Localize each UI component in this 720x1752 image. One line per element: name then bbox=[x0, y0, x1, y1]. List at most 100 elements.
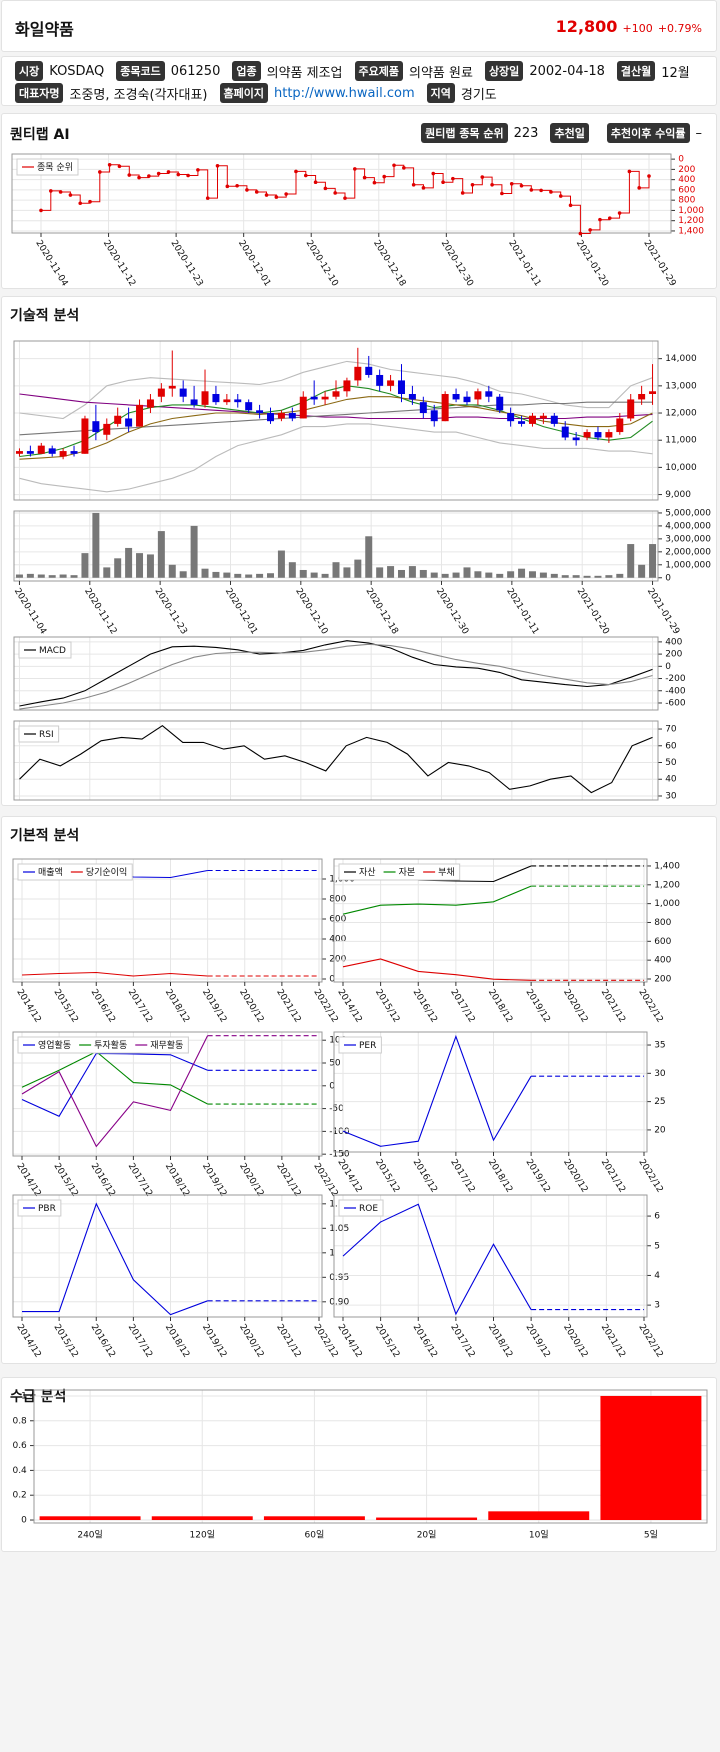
volume-bar bbox=[70, 575, 78, 578]
rank-dot bbox=[392, 163, 396, 168]
rank-dot bbox=[235, 184, 239, 188]
x-tick-label: 2021-01-29 bbox=[641, 239, 677, 289]
volume-bar bbox=[616, 573, 624, 578]
legend-box bbox=[338, 1036, 382, 1054]
x-tick-label: 2021-01-11 bbox=[504, 587, 540, 637]
y-tick-label: 2,000,000 bbox=[665, 547, 711, 557]
candle-body bbox=[81, 418, 89, 454]
ai-label: 추천일 bbox=[550, 123, 589, 143]
change-pct: +0.79% bbox=[657, 22, 702, 35]
fundamental-panel: 기본적 분석 bbox=[1, 816, 717, 1364]
volume-bar bbox=[201, 568, 209, 578]
legend-label: 영업활동 bbox=[38, 1039, 71, 1051]
candle-body bbox=[430, 410, 438, 422]
x-tick-label: 2019/12 bbox=[523, 1323, 551, 1360]
volume-bar bbox=[310, 572, 318, 578]
volume-bar bbox=[256, 573, 264, 578]
y-tick-label: 200 bbox=[678, 165, 695, 175]
rank-dot bbox=[127, 173, 132, 177]
x-tick-label: 2020-12-01 bbox=[236, 239, 272, 289]
volume-bar bbox=[528, 571, 536, 578]
homepage-link[interactable]: http://www.hwail.com bbox=[273, 85, 415, 101]
volume-bar bbox=[288, 562, 296, 578]
rank-dot bbox=[225, 184, 230, 189]
y-tick-label: 1,200 bbox=[654, 880, 680, 890]
volume-bar bbox=[550, 573, 558, 578]
y-tick-label: 100 bbox=[329, 1036, 346, 1046]
series-line bbox=[21, 1050, 208, 1105]
x-tick-label: 2015/12 bbox=[373, 1158, 401, 1195]
bar bbox=[39, 1516, 141, 1521]
bar bbox=[263, 1516, 365, 1521]
y-tick-label: 400 bbox=[329, 935, 346, 945]
candle-body bbox=[168, 385, 176, 389]
y-tick-label: 20 bbox=[654, 1125, 666, 1135]
y-tick-label: 1.05 bbox=[329, 1224, 349, 1234]
x-tick-label: 2014/12 bbox=[335, 1158, 363, 1195]
volume-bar bbox=[485, 572, 493, 578]
x-tick-label: 2020-11-12 bbox=[82, 587, 118, 637]
candle-body bbox=[70, 451, 78, 454]
info-label: 종목코드 bbox=[116, 61, 165, 81]
y-tick-label: 25 bbox=[654, 1097, 665, 1107]
series-line bbox=[22, 1202, 208, 1316]
volume-bar bbox=[321, 573, 329, 578]
candle-body bbox=[605, 432, 613, 438]
volume-bar bbox=[114, 558, 122, 578]
rank-dot bbox=[245, 188, 249, 192]
x-tick-label: 2020-11-23 bbox=[168, 239, 204, 289]
rank-dot bbox=[353, 167, 357, 171]
volume-bar bbox=[168, 564, 176, 578]
volume-bar bbox=[518, 568, 526, 578]
volume-bar bbox=[125, 547, 133, 578]
candle-body bbox=[201, 391, 209, 405]
y-tick-label: 0.90 bbox=[329, 1297, 349, 1307]
volume-bar bbox=[103, 567, 111, 578]
rank-dot bbox=[186, 173, 190, 178]
volume-bar bbox=[267, 573, 275, 578]
volume-bar bbox=[463, 567, 471, 578]
volume-bar bbox=[496, 573, 504, 578]
x-tick-label: 2018/12 bbox=[486, 1158, 514, 1195]
candle-body bbox=[59, 451, 67, 457]
x-tick-label: 2021-01-20 bbox=[574, 239, 610, 289]
info-panel: 시장 KOSDAQ 종목코드 061250 업종 의약품 제조업 주요제품 의약품 원료 상장일… bbox=[1, 56, 717, 106]
y-tick-label: 14,000 bbox=[665, 354, 697, 364]
rank-dot bbox=[411, 182, 416, 187]
section-title: 수급 분석 bbox=[10, 1389, 67, 1405]
legend-box bbox=[18, 641, 72, 659]
candle-body bbox=[288, 413, 296, 419]
candle-body bbox=[103, 423, 111, 435]
plot-frame bbox=[13, 340, 659, 501]
info-label: 상장일 bbox=[484, 61, 524, 81]
volume-bar bbox=[638, 564, 646, 578]
y-tick-label: 600 bbox=[678, 185, 695, 195]
rank-dot bbox=[294, 169, 298, 174]
y-tick-label: -150 bbox=[329, 1150, 350, 1160]
y-tick-label: 35 bbox=[654, 1041, 665, 1051]
x-tick-label: 2017/12 bbox=[448, 1158, 476, 1195]
volume-bar bbox=[136, 553, 144, 578]
x-tick-label: 2015/12 bbox=[51, 1162, 79, 1199]
y-tick-label: 4,000,000 bbox=[665, 521, 711, 531]
y-tick-label: 3,000,000 bbox=[665, 534, 711, 544]
series-line bbox=[342, 885, 532, 915]
y-tick-label: 1,000 bbox=[654, 899, 680, 909]
legend-label: MACD bbox=[39, 646, 66, 656]
y-tick-label: 800 bbox=[678, 196, 695, 206]
y-tick-label: -400 bbox=[665, 686, 686, 696]
candle-body bbox=[310, 396, 318, 400]
rank-dot bbox=[617, 211, 622, 215]
y-tick-label: -600 bbox=[665, 698, 686, 708]
x-tick-label: 2020-12-30 bbox=[434, 587, 470, 637]
candle-body bbox=[518, 421, 526, 424]
candle-body bbox=[441, 394, 449, 422]
y-tick-label: 3 bbox=[654, 1301, 660, 1311]
volume-bar bbox=[649, 544, 657, 578]
candle-body bbox=[638, 394, 646, 400]
rank-dot bbox=[98, 170, 102, 174]
series-line bbox=[21, 1052, 208, 1118]
bar bbox=[600, 1395, 702, 1521]
